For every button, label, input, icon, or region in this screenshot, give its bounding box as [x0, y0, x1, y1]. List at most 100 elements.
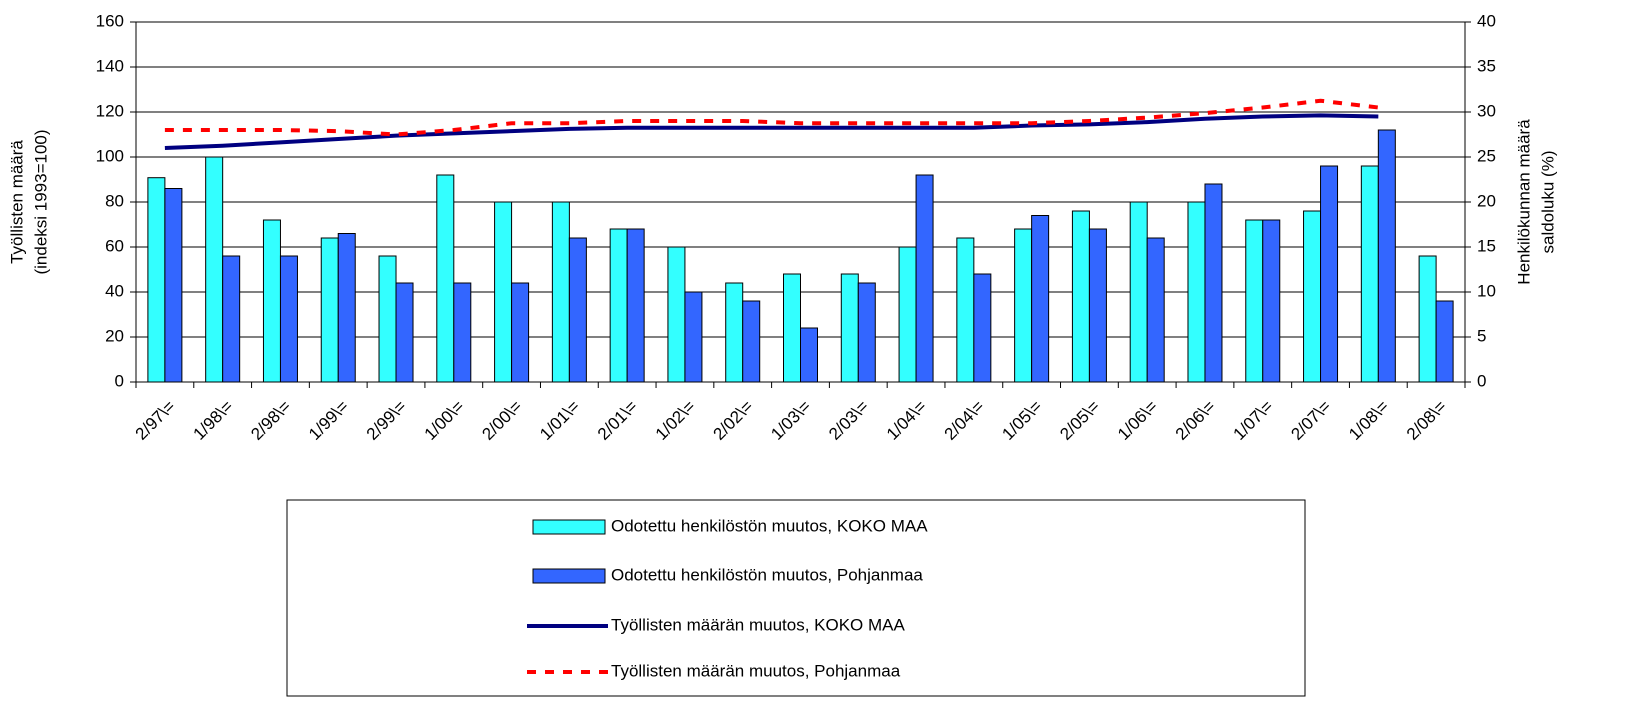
x-tick-label: 2/98\= [247, 397, 294, 444]
x-tick-label: 1/05\= [998, 397, 1045, 444]
x-tick-label: 2/02\= [710, 397, 757, 444]
bar [320, 237, 339, 383]
bar [147, 177, 166, 383]
bar [1303, 210, 1322, 383]
y2-tick-label: 30 [1477, 101, 1496, 120]
bar [395, 282, 414, 383]
bar [626, 228, 645, 383]
y2-tick-label: 15 [1477, 236, 1496, 255]
bar [1031, 215, 1050, 383]
bar [164, 188, 183, 383]
legend-label: Työllisten määrän muutos, KOKO MAA [611, 615, 905, 634]
y-tick-label: 60 [105, 236, 124, 255]
bar [1418, 255, 1437, 383]
bar [857, 282, 876, 383]
y-tick-label: 20 [105, 326, 124, 345]
bar [1262, 219, 1281, 383]
y2-tick-label: 25 [1477, 146, 1496, 165]
y-tick-label: 100 [96, 146, 124, 165]
bar [279, 255, 298, 383]
bar [840, 273, 859, 383]
y2-tick-label: 5 [1477, 326, 1486, 345]
bar [1435, 300, 1454, 383]
y2-tick-label: 35 [1477, 56, 1496, 75]
bar [1071, 210, 1090, 383]
bar [609, 228, 628, 383]
bar [898, 246, 917, 383]
bar [436, 174, 455, 383]
y-tick-label: 140 [96, 56, 124, 75]
x-tick-label: 2/05\= [1056, 397, 1103, 444]
legend-label: Odotettu henkilöstön muutos, KOKO MAA [611, 516, 928, 535]
bar [1360, 165, 1379, 383]
x-tick-label: 1/08\= [1345, 397, 1392, 444]
y2-axis-title: saldoluku (%) [1538, 151, 1557, 254]
y-axis-title: Työllisten määrä [7, 140, 26, 264]
bar [1245, 219, 1264, 383]
y-tick-label: 0 [115, 371, 124, 390]
x-tick-label: 1/02\= [652, 397, 699, 444]
x-tick-label: 2/07\= [1287, 397, 1334, 444]
x-tick-label: 1/03\= [767, 397, 814, 444]
line [164, 98, 1379, 137]
bar [1204, 183, 1223, 383]
bar [494, 201, 513, 383]
x-tick-label: 1/04\= [883, 397, 930, 444]
bar [667, 246, 686, 383]
x-tick-label: 2/03\= [825, 397, 872, 444]
bar [1129, 201, 1148, 383]
bar [1320, 165, 1339, 383]
bar [783, 273, 801, 383]
bar [378, 255, 397, 383]
y2-tick-label: 10 [1477, 281, 1496, 300]
y2-axis-title: Henkilökunnan määrä [1514, 119, 1533, 285]
legend-swatch [532, 568, 606, 584]
y-tick-label: 40 [105, 281, 124, 300]
y-tick-label: 80 [105, 191, 124, 210]
bar [222, 255, 241, 383]
bar [551, 201, 570, 383]
bar [800, 327, 818, 383]
x-tick-label: 1/99\= [305, 397, 352, 444]
y2-tick-label: 40 [1477, 11, 1496, 30]
x-tick-label: 2/00\= [478, 397, 525, 444]
x-tick-label: 2/01\= [594, 397, 641, 444]
legend-box [286, 499, 1306, 697]
bar [973, 273, 992, 383]
y-tick-label: 160 [96, 11, 124, 30]
x-tick-label: 1/00\= [421, 397, 468, 444]
bar [1088, 228, 1107, 383]
bar [568, 237, 587, 383]
bar [262, 219, 281, 383]
x-tick-label: 1/07\= [1230, 397, 1277, 444]
x-tick-label: 1/06\= [1114, 397, 1161, 444]
y-tick-label: 120 [96, 101, 124, 120]
x-tick-label: 2/04\= [941, 397, 988, 444]
bar [915, 174, 934, 383]
bar [1187, 201, 1206, 383]
x-tick-label: 1/01\= [536, 397, 583, 444]
line [164, 113, 1379, 150]
y2-tick-label: 0 [1477, 371, 1486, 390]
bar [1377, 129, 1396, 383]
bar [725, 282, 744, 383]
y-axis-title: (indeksi 1993=100) [31, 129, 50, 274]
bar [1146, 237, 1165, 383]
y2-tick-label: 20 [1477, 191, 1496, 210]
legend-label: Työllisten määrän muutos, Pohjanmaa [611, 661, 901, 680]
x-tick-label: 1/98\= [189, 397, 236, 444]
legend-label: Odotettu henkilöstön muutos, Pohjanmaa [611, 565, 923, 584]
x-tick-label: 2/08\= [1403, 397, 1450, 444]
bar [742, 300, 761, 383]
bar [205, 156, 224, 383]
bar [511, 282, 530, 383]
bar [956, 237, 975, 383]
bar [684, 291, 703, 383]
bar [337, 233, 356, 383]
bar [453, 282, 472, 383]
bar [1014, 228, 1033, 383]
x-tick-label: 2/99\= [363, 397, 410, 444]
x-tick-label: 2/06\= [1172, 397, 1219, 444]
legend-swatch [532, 519, 606, 535]
